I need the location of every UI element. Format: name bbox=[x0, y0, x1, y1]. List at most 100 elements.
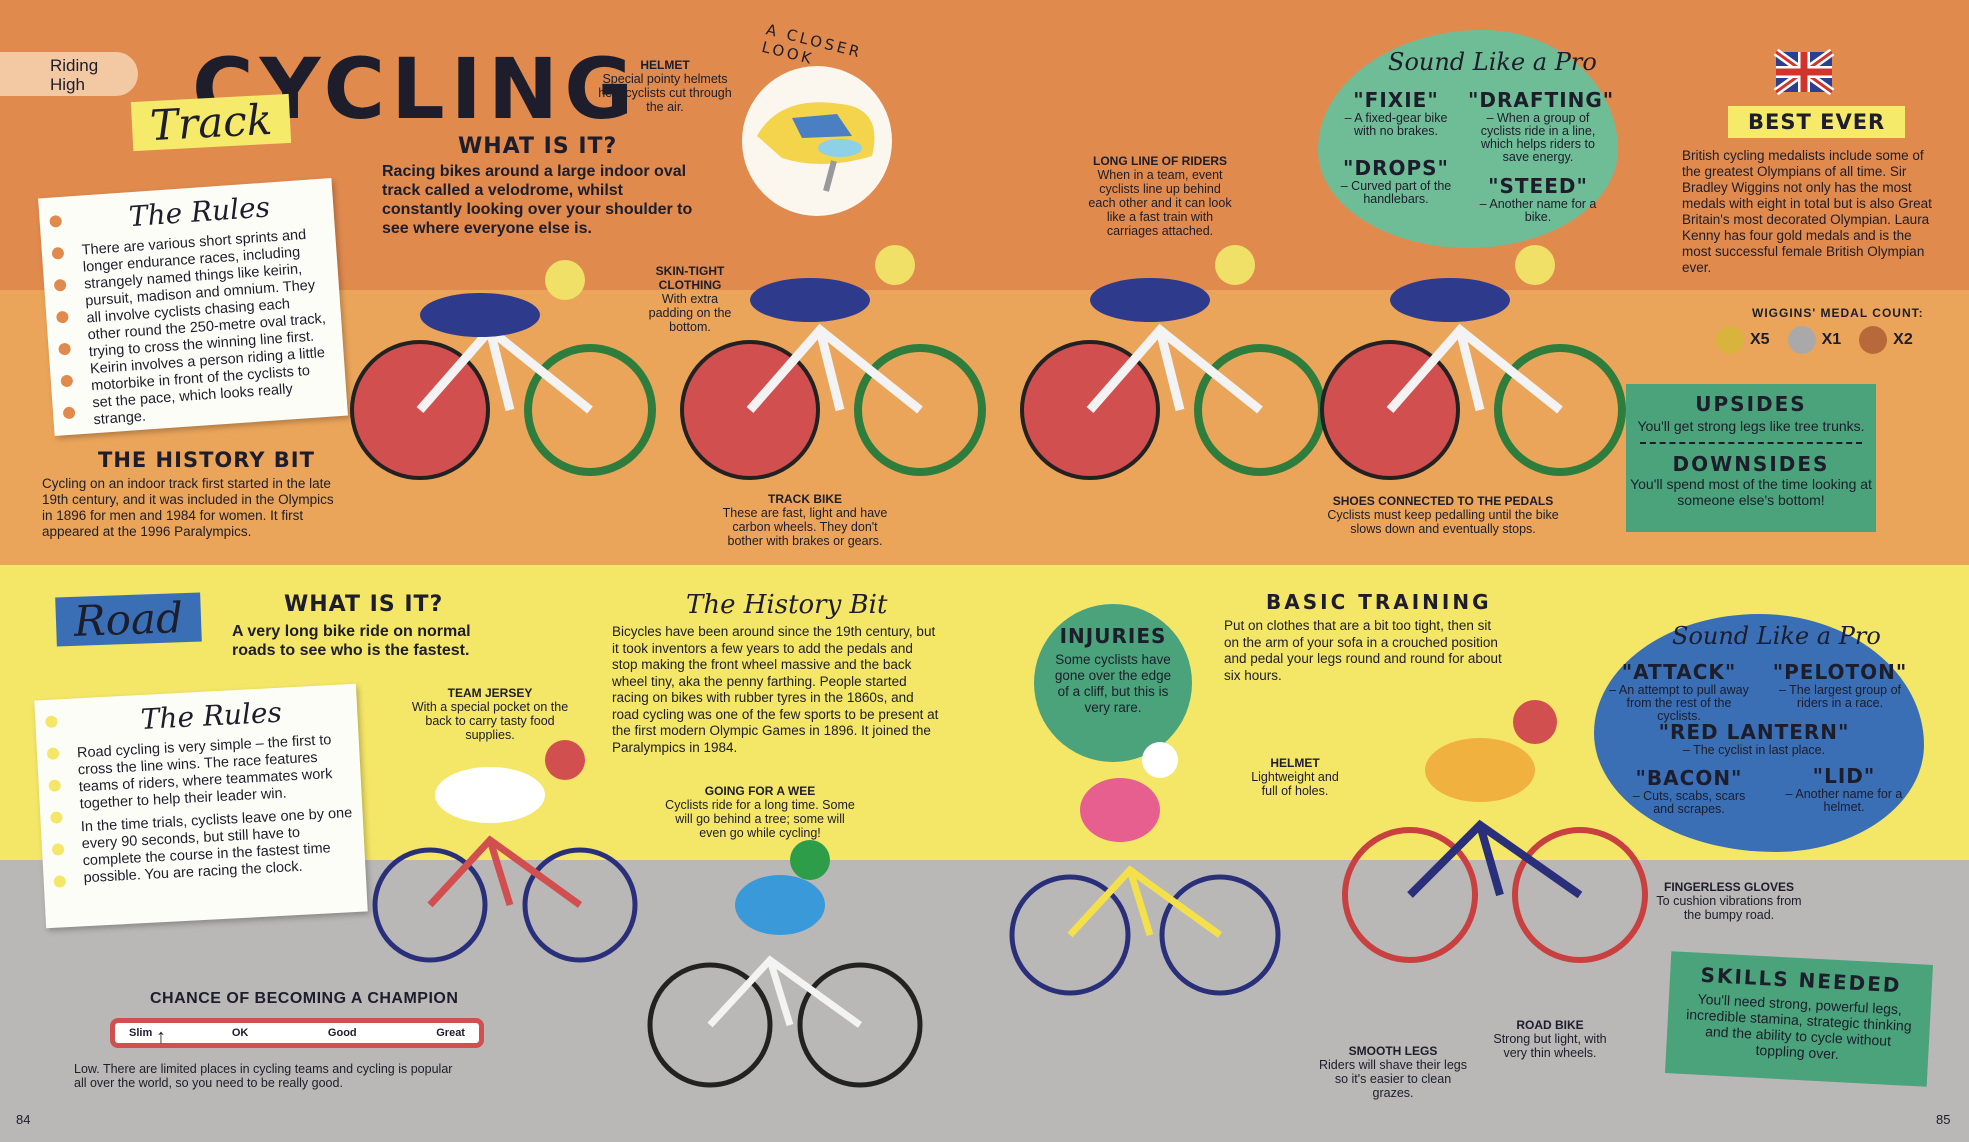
training-heading: BASIC TRAINING bbox=[1266, 590, 1492, 614]
downsides-heading: DOWNSIDES bbox=[1672, 452, 1830, 476]
road-rider-3 bbox=[1009, 742, 1281, 996]
road-bike-text: Strong but light, with very thin wheels. bbox=[1493, 1032, 1607, 1060]
medal-count-heading: WIGGINS' MEDAL COUNT: bbox=[1752, 306, 1924, 320]
road-rules-text-1: Road cycling is very simple – the first … bbox=[76, 732, 333, 813]
track-bike-note: TRACK BIKE These are fast, light and have… bbox=[720, 492, 890, 548]
track-pro-term-4: "STEED" – Another name for a bike. bbox=[1479, 174, 1597, 224]
track-clothing-note: SKIN-TIGHT CLOTHING With extra padding on… bbox=[640, 264, 740, 334]
track-rider-1 bbox=[350, 260, 656, 480]
road-pro-term-5: "LID" – Another name for a helmet. bbox=[1785, 764, 1903, 814]
track-pro-term-2: "DRAFTING" – When a group of cyclists rid… bbox=[1468, 88, 1615, 164]
road-jersey-label: TEAM JERSEY bbox=[447, 686, 533, 700]
road-pro-bubble: Sound Like a Pro "ATTACK" – An attempt to… bbox=[1594, 614, 1924, 852]
gold-medal: X5 bbox=[1716, 326, 1770, 354]
track-shoes-label: SHOES CONNECTED TO THE PEDALS bbox=[1332, 494, 1554, 508]
road-wee-label: GOING FOR A WEE bbox=[704, 784, 816, 798]
bronze-medal: X2 bbox=[1859, 326, 1913, 354]
track-pro-bubble: Sound Like a Pro "FIXIE" – A fixed-gear b… bbox=[1318, 30, 1618, 248]
road-rules-card: The Rules Road cycling is very simple – … bbox=[34, 683, 368, 929]
track-clothing-label: SKIN-TIGHT CLOTHING bbox=[655, 264, 725, 292]
track-rider-3 bbox=[1020, 245, 1326, 480]
road-cyclists-illustration bbox=[372, 700, 1648, 1088]
chance-level-great: Great bbox=[436, 1027, 465, 1039]
union-flag-icon bbox=[1773, 48, 1835, 96]
bronze-medal-icon bbox=[1859, 326, 1888, 354]
note-holes bbox=[49, 214, 77, 439]
road-wee-note: GOING FOR A WEE Cyclists ride for a long … bbox=[660, 784, 860, 840]
upsides-text: You'll get strong legs like tree trunks. bbox=[1637, 418, 1865, 434]
gold-medal-icon bbox=[1716, 326, 1744, 354]
track-history-heading: THE HISTORY BIT bbox=[98, 448, 315, 472]
injuries-circle: INJURIES Some cyclists have gone over th… bbox=[1034, 604, 1192, 762]
track-pro-term-1: "FIXIE" – A fixed-gear bike with no brake… bbox=[1344, 88, 1448, 138]
chance-level-slim: Slim bbox=[129, 1027, 153, 1039]
helmet-icon bbox=[757, 102, 875, 192]
track-bike-label: TRACK BIKE bbox=[768, 492, 842, 506]
road-helmet-text: Lightweight and full of holes. bbox=[1251, 770, 1339, 798]
track-tag: Track bbox=[130, 93, 292, 152]
road-gloves-label: FINGERLESS GLOVES bbox=[1663, 880, 1795, 894]
best-ever-heading: BEST EVER bbox=[1728, 106, 1906, 138]
silver-medal-icon bbox=[1787, 326, 1816, 354]
section-chip-label: Riding High bbox=[50, 56, 99, 94]
road-bike-note: ROAD BIKE Strong but light, with very thi… bbox=[1490, 1018, 1610, 1060]
track-rules-card: The Rules There are various short sprint… bbox=[38, 178, 348, 436]
track-helmet-label: HELMET bbox=[640, 58, 690, 72]
track-bike-text: These are fast, light and have carbon wh… bbox=[722, 506, 888, 548]
road-tag: Road bbox=[55, 592, 202, 647]
track-history-text: Cycling on an indoor track first started… bbox=[42, 476, 334, 539]
chance-meter: Slim OK Good Great bbox=[110, 1018, 484, 1048]
road-pro-heading: Sound Like a Pro bbox=[1672, 622, 1881, 650]
track-cyclists-illustration bbox=[350, 245, 1626, 480]
track-line-note: LONG LINE OF RIDERS When in a team, event… bbox=[1085, 154, 1235, 238]
road-pro-term-3: "RED LANTERN" – The cyclist in last place… bbox=[1658, 720, 1850, 757]
road-legs-note: SMOOTH LEGS Riders will shave their legs … bbox=[1318, 1044, 1468, 1100]
downsides-text: You'll spend most of the time looking at… bbox=[1630, 476, 1872, 508]
road-helmet-label: HELMET bbox=[1270, 756, 1320, 770]
road-what-heading: WHAT IS IT? bbox=[284, 592, 444, 617]
track-rider-2 bbox=[680, 245, 986, 480]
track-line-label: LONG LINE OF RIDERS bbox=[1092, 154, 1227, 168]
road-bike-label: ROAD BIKE bbox=[1516, 1018, 1584, 1032]
training-text: Put on clothes that are a bit too tight,… bbox=[1224, 618, 1502, 683]
road-legs-label: SMOOTH LEGS bbox=[1348, 1044, 1438, 1058]
track-pro-heading: Sound Like a Pro bbox=[1388, 48, 1597, 76]
road-jersey-text: With a special pocket on the back to car… bbox=[411, 700, 569, 742]
upsides-downsides-box: UPSIDES You'll get strong legs like tree… bbox=[1626, 384, 1876, 532]
injuries-text: Some cyclists have gone over the edge of… bbox=[1054, 652, 1172, 715]
road-what-text: A very long bike ride on normal roads to… bbox=[232, 623, 471, 659]
upsides-heading: UPSIDES bbox=[1695, 392, 1807, 416]
track-line-text: When in a team, event cyclists line up b… bbox=[1088, 168, 1232, 238]
chance-level-ok: OK bbox=[231, 1027, 249, 1039]
note-holes-road bbox=[45, 715, 67, 907]
road-wee-text: Cyclists ride for a long time. Some will… bbox=[665, 798, 855, 840]
road-gloves-note: FINGERLESS GLOVES To cushion vibrations f… bbox=[1654, 880, 1804, 922]
section-chip: Riding High bbox=[0, 52, 138, 96]
skills-box: SKILLS NEEDED You'll need strong, powerf… bbox=[1664, 951, 1934, 1087]
track-rules-text: There are various short sprints and long… bbox=[81, 226, 327, 429]
chance-level-good: Good bbox=[327, 1027, 357, 1039]
chance-heading: CHANCE OF BECOMING A CHAMPION bbox=[150, 990, 459, 1007]
road-rules-text-2: In the time trials, cyclists leave one b… bbox=[80, 805, 353, 887]
silver-medal: X1 bbox=[1787, 326, 1841, 354]
medal-count-row: X5 X1 X2 bbox=[1716, 326, 1913, 354]
road-rider-2 bbox=[647, 840, 923, 1088]
chance-pointer-icon: ↑ bbox=[156, 1026, 166, 1048]
injuries-heading: INJURIES bbox=[1059, 624, 1167, 648]
track-what-text: Racing bikes around a large indoor oval … bbox=[382, 163, 693, 237]
road-rider-4 bbox=[1342, 700, 1648, 963]
skills-text: You'll need strong, powerful legs, incre… bbox=[1685, 990, 1913, 1063]
road-history-heading: The History Bit bbox=[686, 590, 888, 620]
road-pro-term-2: "PELOTON" – The largest group of riders i… bbox=[1772, 660, 1908, 710]
track-clothing-text: With extra padding on the bottom. bbox=[648, 292, 732, 334]
road-helmet-note: HELMET Lightweight and full of holes. bbox=[1250, 756, 1340, 798]
track-helmet-note: HELMET Special pointy helmets help cyclis… bbox=[590, 58, 740, 114]
track-rider-4 bbox=[1320, 245, 1626, 480]
road-rider-1 bbox=[372, 740, 638, 963]
road-gloves-text: To cushion vibrations from the bumpy roa… bbox=[1656, 894, 1802, 922]
road-history-text: Bicycles have been around since the 19th… bbox=[612, 624, 939, 755]
track-what-heading: WHAT IS IT? bbox=[458, 134, 618, 159]
divider bbox=[1640, 442, 1862, 444]
road-pro-term-4: "BACON" – Cuts, scabs, scars and scrapes. bbox=[1632, 766, 1746, 816]
track-shoes-text: Cyclists must keep pedalling until the b… bbox=[1327, 508, 1559, 536]
